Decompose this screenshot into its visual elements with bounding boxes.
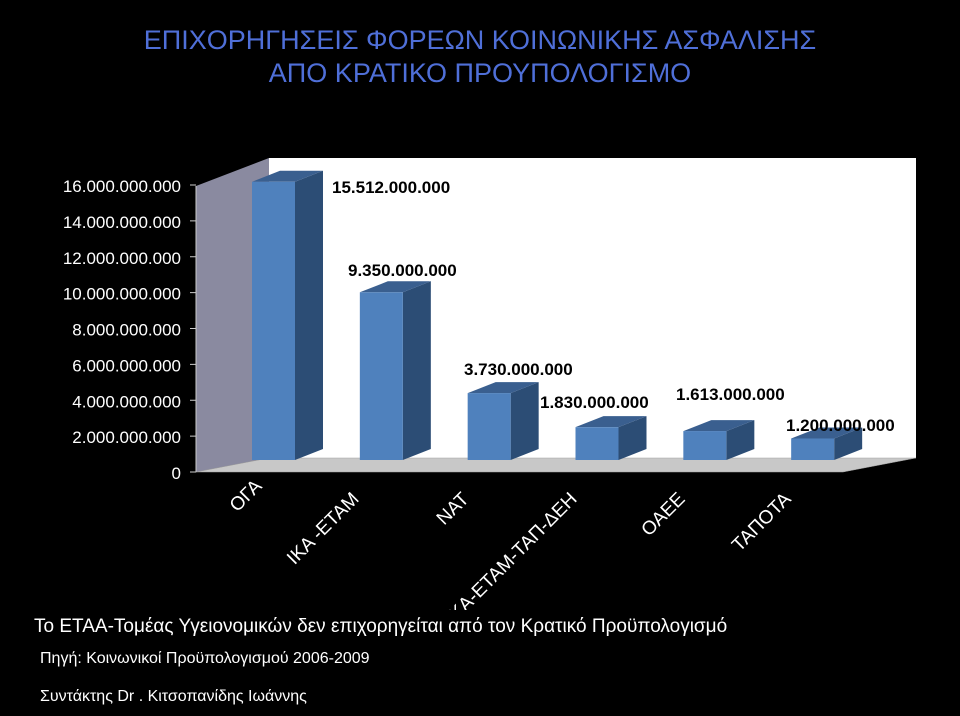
bar (683, 431, 727, 460)
bar-side (834, 427, 863, 460)
x-tick-label: ΝΑΤ (433, 488, 474, 529)
slide-title-line1: ΕΠΙΧΟΡΗΓΗΣΕΙΣ ΦΟΡΕΩΝ ΚΟΙΝΩΝΙΚΗΣ ΑΣΦΑΛΙΣΗ… (143, 25, 817, 55)
data-label: 3.730.000.000 (464, 360, 573, 379)
bar (791, 438, 835, 460)
x-tick-label: ΟΓΑ (226, 476, 267, 517)
slide-title-line2: ΑΠΟ ΚΡΑΤΙΚΟ ΠΡΟΥΠΟΛΟΓΙΣΜΟ (268, 58, 692, 88)
source-line: Πηγή: Κοινωνικοί Προϋπολογισμού 2006-200… (40, 650, 370, 667)
y-tick-label: 0 (172, 464, 181, 483)
x-tick-label: ΤΑΠΟΤΑ (728, 488, 796, 556)
slide-title: ΕΠΙΧΟΡΗΓΗΣΕΙΣ ΦΟΡΕΩΝ ΚΟΙΝΩΝΙΚΗΣ ΑΣΦΑΛΙΣΗ… (0, 24, 960, 90)
bar-top (359, 281, 431, 293)
bar (359, 292, 403, 460)
bar (467, 393, 511, 460)
bar-side (402, 281, 431, 460)
bar (575, 427, 619, 460)
author-line: Συντάκτης Dr . Κιτσοπανίδης Ιωάννης (40, 688, 307, 705)
data-label: 1.200.000.000 (786, 416, 895, 435)
bar-side (295, 170, 323, 461)
bar-chart: 2006-2009 0 2.000.000.000 4.000.000.000 6.00… (62, 126, 917, 610)
y-tick-label: 6.000.000.000 (72, 356, 181, 375)
footnote-etaa: Το ΕΤΑΑ-Τομέας Υγειονομικών δεν επιχορηγ… (34, 616, 728, 637)
floor (195, 457, 917, 473)
y-tick-label: 16.000.000.000 (63, 177, 181, 196)
y-tick-label: 2.000.000.000 (72, 428, 181, 447)
bar-top (467, 382, 539, 394)
bar-top (791, 427, 863, 439)
bar-side (726, 420, 755, 460)
bar-side (618, 416, 647, 460)
y-tick-label: 12.000.000.000 (63, 249, 181, 268)
data-label: 1.830.000.000 (540, 393, 649, 412)
bar-top (683, 420, 755, 432)
chart-title: 2006-2009 (432, 126, 528, 148)
bar-side (510, 382, 539, 460)
x-tick-label: ΟΑΕΕ (638, 489, 690, 541)
bar-top (252, 170, 323, 182)
y-tick-label: 4.000.000.000 (72, 392, 181, 411)
x-tick-label: ΙΚΑ -ΕΤΑΜ (283, 489, 363, 569)
y-tick-label: 14.000.000.000 (63, 213, 181, 232)
data-label: 9.350.000.000 (348, 261, 457, 280)
data-label: 15.512.000.000 (332, 178, 450, 197)
side-wall (196, 158, 269, 472)
y-tick-label: 10.000.000.000 (63, 285, 181, 304)
bar-top (575, 416, 647, 428)
data-label: 1.613.000.000 (676, 385, 785, 404)
y-tick-label: 8.000.000.000 (72, 321, 181, 340)
bar (252, 181, 295, 461)
